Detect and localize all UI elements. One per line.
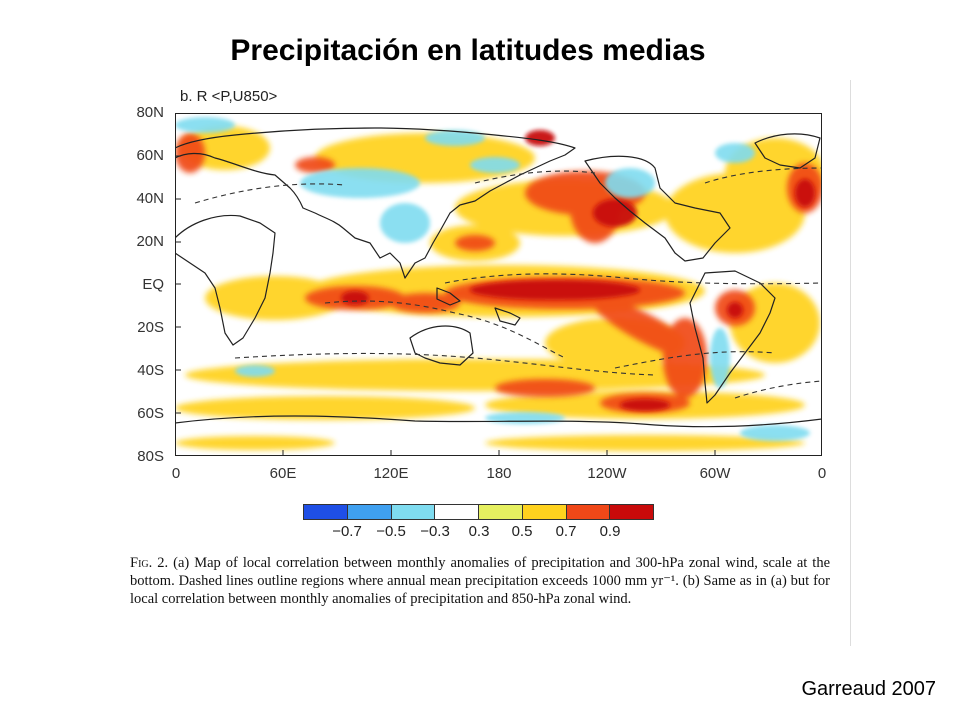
- lon-label-60w: 60W: [699, 465, 731, 482]
- correlation-map-graphic: [174, 113, 825, 456]
- lon-label-0-east: 0: [817, 465, 827, 482]
- lat-label-80n: 80N: [136, 104, 164, 121]
- colorbar-tick-0-9: 0.9: [599, 523, 621, 540]
- lon-label-60e: 60E: [269, 465, 297, 482]
- lat-label-eq: EQ: [142, 276, 164, 293]
- figure-caption: Fig. 2. (a) Map of local correlation bet…: [130, 554, 830, 608]
- colorbar-swatch-0: [304, 505, 348, 519]
- lat-label-60n: 60N: [136, 147, 164, 164]
- colorbar-swatch-6: [566, 505, 611, 519]
- colorbar-tick-0-5: 0.5: [511, 523, 533, 540]
- map-ticks: [175, 113, 716, 456]
- colorbar-swatch-5: [522, 505, 567, 519]
- colorbar-swatch-7: [610, 505, 653, 519]
- lat-label-80s: 80S: [137, 448, 164, 465]
- colorbar-tick-neg-0-7: −0.7: [332, 523, 362, 540]
- colorbar-tick-neg-0-3: −0.3: [420, 523, 450, 540]
- lon-label-120e: 120E: [373, 465, 409, 482]
- colorbar-swatch-4: [479, 505, 523, 519]
- lon-label-0: 0: [171, 465, 181, 482]
- lon-label-120w: 120W: [587, 465, 627, 482]
- lat-label-20n: 20N: [136, 233, 164, 250]
- lon-label-180: 180: [486, 465, 512, 482]
- lat-label-20s: 20S: [137, 319, 164, 336]
- colorbar-tick-0-3: 0.3: [468, 523, 490, 540]
- continent-outlines: [174, 127, 823, 428]
- figure-edge-divider: [850, 80, 851, 646]
- panel-label: b. R <P,U850>: [180, 88, 278, 105]
- caption-text: (a) Map of local correlation between mon…: [130, 555, 831, 607]
- lat-label-40s: 40S: [137, 362, 164, 379]
- slide-title: Precipitación en latitudes medias: [230, 34, 706, 67]
- colorbar-swatch-3: [435, 505, 479, 519]
- caption-figure-label: Fig. 2.: [130, 555, 169, 571]
- correlation-map: [174, 113, 825, 456]
- precipitation-contours: [194, 167, 823, 399]
- source-credit: Garreaud 2007: [801, 678, 936, 700]
- colorbar-swatch-2: [391, 505, 436, 519]
- lat-label-40n: 40N: [136, 190, 164, 207]
- lat-label-60s: 60S: [137, 405, 164, 422]
- colorbar-tick-0-7: 0.7: [555, 523, 577, 540]
- colorbar-swatch-1: [347, 505, 392, 519]
- colorbar-tick-neg-0-5: −0.5: [376, 523, 406, 540]
- colorbar: [303, 504, 654, 520]
- positive-correlation-dark-red-areas: [341, 130, 815, 411]
